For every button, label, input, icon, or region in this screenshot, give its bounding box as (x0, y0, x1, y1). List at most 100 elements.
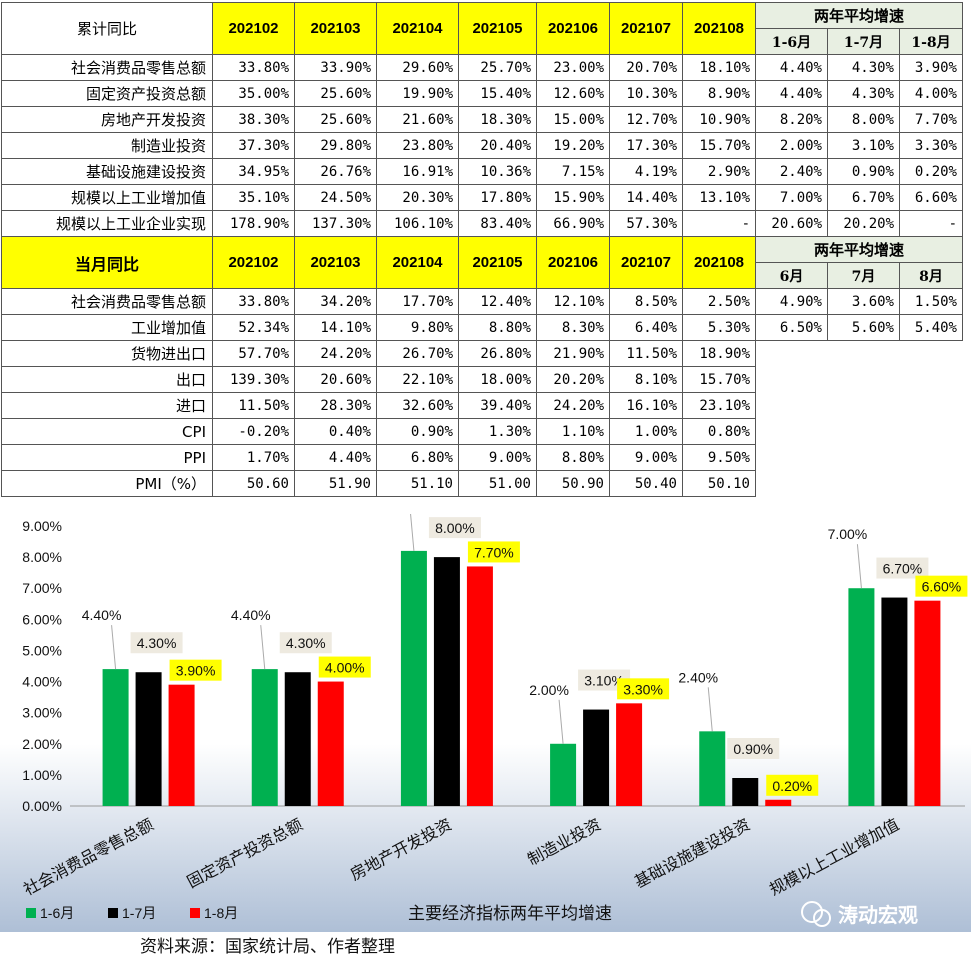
cell-value: 139.30% (212, 366, 295, 393)
month-header: 202102 (212, 2, 295, 55)
cell-value: 18.90% (682, 340, 756, 367)
data-label: 0.20% (772, 778, 812, 794)
cell-value: 33.90% (294, 54, 377, 81)
cell-value: 20.40% (458, 132, 537, 159)
month-header: 202104 (376, 2, 459, 55)
two-year-col-header: 8月 (899, 262, 963, 289)
data-label-bg (727, 738, 780, 759)
cell-value: 35.00% (212, 80, 295, 107)
cell-avg: 5.60% (827, 314, 900, 341)
cell-value: 18.30% (458, 106, 537, 133)
cell-value: 15.00% (536, 106, 610, 133)
row-label: CPI (1, 418, 213, 445)
cell-value: 12.10% (536, 288, 610, 315)
leader-line (260, 625, 266, 670)
two-year-col-header: 1-6月 (755, 28, 828, 55)
cell-value: 39.40% (458, 392, 537, 419)
bar-1-7月 (135, 672, 162, 806)
data-label: 8.00% (435, 520, 475, 536)
table-row: 规模以上工业企业实现 178.90% 137.30% 106.10% 83.40% 66.… (1, 210, 963, 237)
two-year-avg-header: 两年平均增速 (755, 236, 963, 263)
data-label: 3.90% (176, 663, 216, 679)
cell-avg: 0.20% (899, 158, 963, 185)
month-header: 202103 (294, 236, 377, 289)
month-header: 202102 (212, 236, 295, 289)
bar-1-6月 (699, 731, 726, 806)
cell-value: 2.50% (682, 288, 756, 315)
cell-value: 9.50% (682, 444, 756, 471)
cell-avg: 20.60% (755, 210, 828, 237)
cell-value: 1.70% (212, 444, 295, 471)
bar-1-7月 (732, 778, 759, 806)
data-label: 4.40% (231, 607, 271, 623)
cell-avg: 20.20% (827, 210, 900, 237)
data-label: 0.90% (733, 741, 773, 757)
cell-value: 15.70% (682, 132, 756, 159)
cell-value: 25.70% (458, 54, 537, 81)
month-header: 202104 (376, 236, 459, 289)
row-label: 社会消费品零售总额 (1, 54, 213, 81)
two-year-col-header: 7月 (827, 262, 900, 289)
cell-value: 66.90% (536, 210, 610, 237)
empty-cell (756, 471, 963, 497)
month-header: 202107 (609, 236, 683, 289)
cell-avg: 4.40% (755, 80, 828, 107)
table-row: 规模以上工业增加值 35.10% 24.50% 20.30% 17.80% 15.90% 1… (1, 184, 963, 211)
row-label: 房地产开发投资 (1, 106, 213, 133)
bar-1-8月 (914, 600, 941, 806)
cell-value: 15.40% (458, 80, 537, 107)
row-label: 社会消费品零售总额 (1, 288, 213, 315)
cell-value: 17.30% (609, 132, 683, 159)
cell-value: 8.50% (609, 288, 683, 315)
data-label-bg (279, 632, 332, 654)
empty-cell (756, 341, 963, 367)
table-row: PPI 1.70% 4.40% 6.80% 9.00% 8.80% 9.00% 9.50% (1, 444, 963, 471)
cell-value: 1.00% (609, 418, 683, 445)
cell-value: 8.80% (536, 444, 610, 471)
cell-value: 6.80% (376, 444, 459, 471)
cell-value: - (682, 210, 756, 237)
data-label: 4.30% (286, 635, 326, 651)
cell-value: 12.70% (609, 106, 683, 133)
y-tick-label: 1.00% (22, 767, 62, 783)
cell-value: 52.34% (212, 314, 295, 341)
cell-value: 25.60% (294, 106, 377, 133)
cell-value: 178.90% (212, 210, 295, 237)
wechat-icon-bubble (813, 909, 831, 927)
cell-avg: 6.50% (755, 314, 828, 341)
watermark-text: 涛动宏观 (838, 903, 918, 927)
bar-1-8月 (466, 566, 493, 806)
month-header: 202105 (458, 236, 537, 289)
cell-avg: 4.00% (899, 80, 963, 107)
cell-value: 8.30% (536, 314, 610, 341)
table-row: 社会消费品零售总额 33.80% 34.20% 17.70% 12.40% 12.10% 8… (1, 288, 963, 315)
cell-value: 12.40% (458, 288, 537, 315)
legend-label: 1-6月 (40, 905, 74, 921)
bar-1-6月 (550, 743, 577, 806)
cell-value: 22.10% (376, 366, 459, 393)
cell-value: 24.50% (294, 184, 377, 211)
y-tick-label: 3.00% (22, 705, 62, 721)
bar-1-6月 (400, 550, 427, 806)
month-header: 202108 (682, 236, 756, 289)
bar-chart: 0.00% 1.00% 2.00% 3.00% 4.00% 5.00% 6.00% 7.00%… (0, 514, 971, 932)
bar-1-8月 (765, 799, 792, 806)
leader-line (707, 687, 713, 732)
cell-value: 16.10% (609, 392, 683, 419)
cell-value: 14.40% (609, 184, 683, 211)
cell-value: 7.15% (536, 158, 610, 185)
cell-value: 33.80% (212, 288, 295, 315)
cell-value: 10.36% (458, 158, 537, 185)
cell-value: 6.40% (609, 314, 683, 341)
cell-avg: 4.30% (827, 54, 900, 81)
cell-value: 11.50% (609, 340, 683, 367)
row-label: PMI（%） (1, 470, 213, 497)
cell-value: 4.40% (294, 444, 377, 471)
table-row: 进口 11.50% 28.30% 32.60% 39.40% 24.20% 16.10% 23… (1, 392, 963, 419)
cell-value: 23.80% (376, 132, 459, 159)
cell-value: 106.10% (376, 210, 459, 237)
cell-value: 50.90 (536, 470, 610, 497)
cell-value: 5.30% (682, 314, 756, 341)
data-label: 4.00% (325, 660, 365, 676)
y-tick-label: 8.00% (22, 549, 62, 565)
